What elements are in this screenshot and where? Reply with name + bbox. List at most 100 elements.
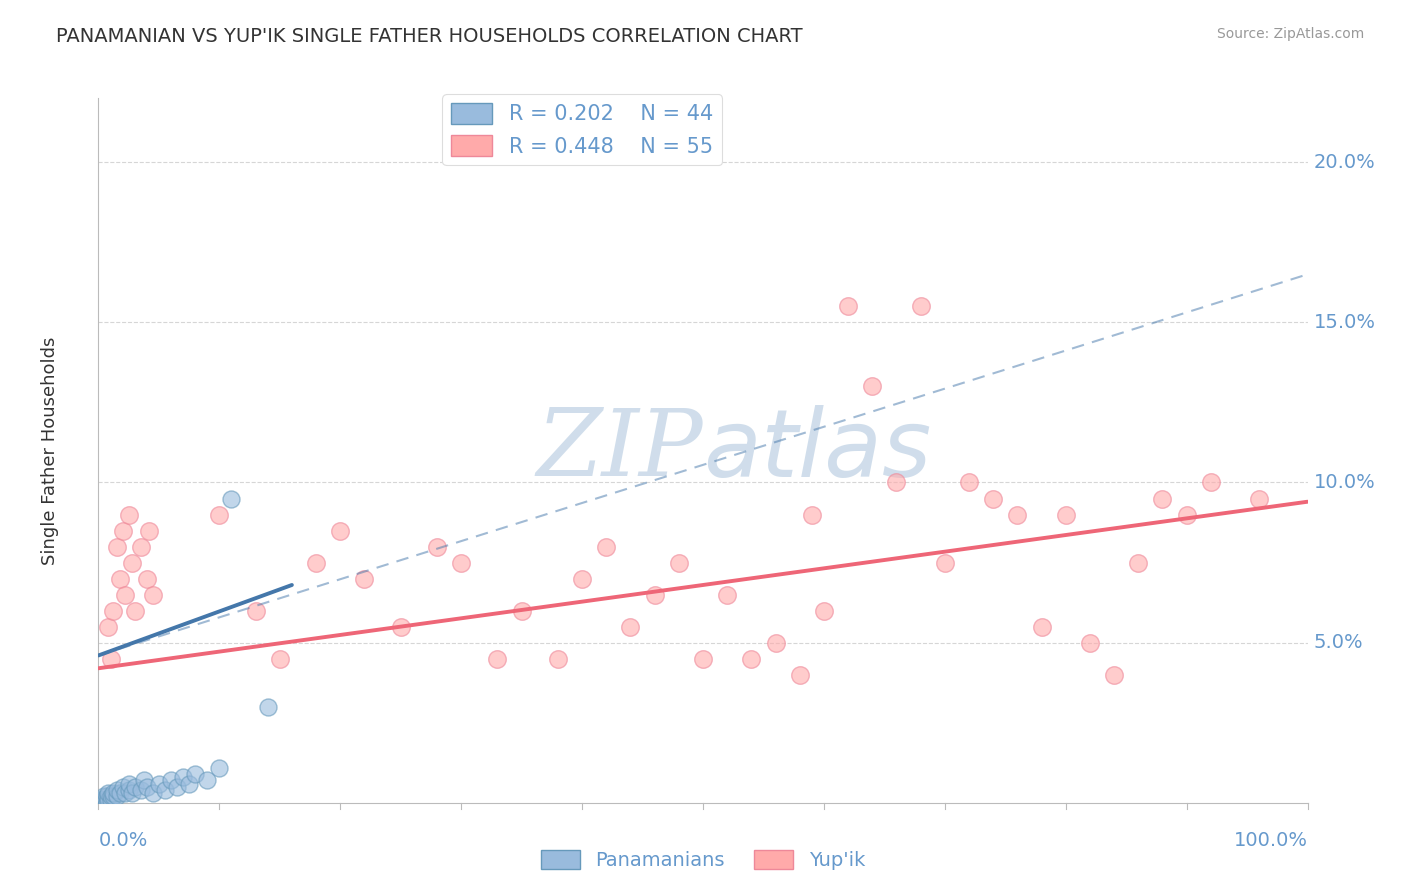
- Text: 20.0%: 20.0%: [1313, 153, 1375, 171]
- Point: [111, 524, 134, 538]
- Point: [108, 572, 131, 586]
- Point: [118, 776, 141, 790]
- Point: [91, 792, 114, 806]
- Point: [910, 299, 932, 313]
- Point: [1249, 491, 1271, 506]
- Point: [96, 789, 118, 804]
- Point: [486, 651, 509, 665]
- Text: Source: ZipAtlas.com: Source: ZipAtlas.com: [1216, 27, 1364, 41]
- Point: [124, 780, 146, 794]
- Point: [305, 556, 328, 570]
- Point: [97, 786, 120, 800]
- Point: [692, 651, 714, 665]
- Text: 100.0%: 100.0%: [1233, 831, 1308, 850]
- Point: [97, 619, 120, 633]
- Point: [124, 604, 146, 618]
- Text: PANAMANIAN VS YUP'IK SINGLE FATHER HOUSEHOLDS CORRELATION CHART: PANAMANIAN VS YUP'IK SINGLE FATHER HOUSE…: [56, 27, 803, 45]
- Point: [208, 508, 231, 522]
- Point: [450, 556, 472, 570]
- Point: [101, 604, 124, 618]
- Point: [860, 379, 883, 393]
- Point: [135, 780, 157, 794]
- Point: [91, 792, 114, 806]
- Point: [100, 792, 122, 806]
- Point: [1102, 667, 1125, 681]
- Point: [93, 792, 115, 806]
- Point: [148, 776, 170, 790]
- Point: [1078, 635, 1101, 649]
- Point: [89, 796, 111, 810]
- Point: [886, 475, 908, 490]
- Point: [1007, 508, 1029, 522]
- Point: [105, 783, 128, 797]
- Point: [221, 491, 243, 506]
- Point: [153, 783, 176, 797]
- Text: 10.0%: 10.0%: [1313, 473, 1375, 492]
- Point: [93, 796, 115, 810]
- Point: [90, 792, 112, 806]
- Point: [619, 619, 641, 633]
- Point: [166, 780, 188, 794]
- Point: [114, 588, 136, 602]
- Point: [100, 789, 122, 804]
- Point: [101, 786, 124, 800]
- Point: [571, 572, 593, 586]
- Legend: Panamanians, Yup'ik: Panamanians, Yup'ik: [533, 842, 873, 878]
- Point: [96, 796, 118, 810]
- Point: [138, 524, 160, 538]
- Point: [118, 783, 141, 797]
- Point: [179, 776, 201, 790]
- Point: [934, 556, 956, 570]
- Text: 15.0%: 15.0%: [1313, 313, 1375, 332]
- Point: [981, 491, 1004, 506]
- Point: [389, 619, 412, 633]
- Point: [644, 588, 666, 602]
- Point: [160, 773, 183, 788]
- Point: [510, 604, 533, 618]
- Text: 5.0%: 5.0%: [1313, 633, 1364, 652]
- Point: [668, 556, 690, 570]
- Point: [135, 572, 157, 586]
- Point: [142, 786, 165, 800]
- Point: [789, 667, 811, 681]
- Point: [114, 786, 136, 800]
- Point: [765, 635, 787, 649]
- Point: [1031, 619, 1053, 633]
- Text: Single Father Households: Single Father Households: [41, 336, 59, 565]
- Point: [740, 651, 762, 665]
- Point: [269, 651, 291, 665]
- Point: [208, 760, 231, 774]
- Point: [129, 540, 152, 554]
- Point: [89, 792, 111, 806]
- Point: [800, 508, 823, 522]
- Point: [134, 773, 156, 788]
- Point: [105, 540, 128, 554]
- Point: [837, 299, 859, 313]
- Point: [121, 786, 143, 800]
- Point: [142, 588, 165, 602]
- Point: [97, 792, 120, 806]
- Point: [813, 604, 835, 618]
- Point: [595, 540, 617, 554]
- Point: [256, 699, 278, 714]
- Point: [716, 588, 738, 602]
- Point: [100, 651, 122, 665]
- Text: atlas: atlas: [703, 405, 931, 496]
- Legend: R = 0.202    N = 44, R = 0.448    N = 55: R = 0.202 N = 44, R = 0.448 N = 55: [443, 95, 721, 165]
- Point: [90, 796, 112, 810]
- Point: [172, 770, 194, 784]
- Point: [118, 508, 141, 522]
- Point: [547, 651, 569, 665]
- Point: [91, 796, 114, 810]
- Point: [426, 540, 449, 554]
- Point: [1152, 491, 1174, 506]
- Text: 0.0%: 0.0%: [98, 831, 148, 850]
- Point: [91, 796, 114, 810]
- Point: [957, 475, 980, 490]
- Point: [1128, 556, 1150, 570]
- Point: [108, 786, 131, 800]
- Point: [101, 789, 124, 804]
- Point: [121, 556, 143, 570]
- Point: [111, 780, 134, 794]
- Point: [1199, 475, 1222, 490]
